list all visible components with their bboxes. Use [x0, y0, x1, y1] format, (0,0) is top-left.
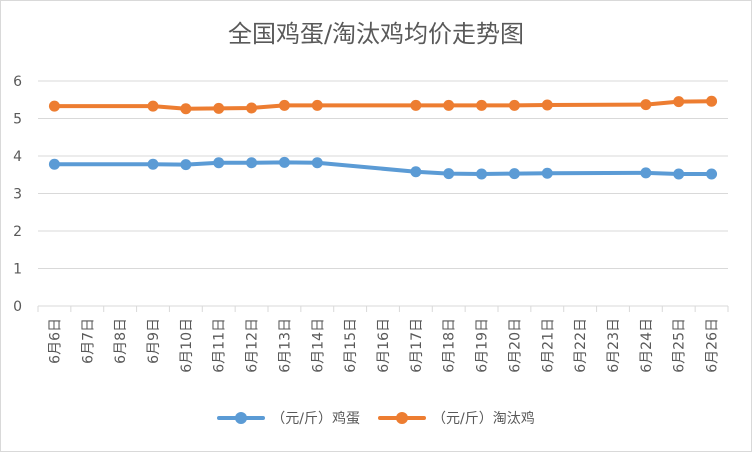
x-tick-label: 6月17日 — [409, 318, 425, 373]
chart-title: 全国鸡蛋/淘汰鸡均价走势图 — [227, 20, 525, 48]
y-tick-label: 4 — [13, 149, 22, 165]
x-tick-label: 6月15日 — [343, 318, 359, 373]
data-point[interactable] — [147, 100, 159, 112]
data-point[interactable] — [640, 167, 652, 179]
x-tick-label: 6月19日 — [475, 318, 491, 373]
x-tick-label: 6月26日 — [705, 318, 721, 373]
data-point[interactable] — [476, 99, 488, 111]
data-point[interactable] — [213, 102, 225, 114]
y-tick-label: 0 — [13, 299, 22, 315]
x-tick-label: 6月20日 — [507, 318, 523, 373]
legend-swatch-culled-hen — [378, 411, 426, 425]
data-point[interactable] — [311, 99, 323, 111]
data-point[interactable] — [147, 158, 159, 170]
legend-item-egg[interactable]: （元/斤）鸡蛋 — [217, 408, 360, 428]
data-point[interactable] — [410, 166, 422, 178]
data-point[interactable] — [706, 95, 718, 107]
data-point[interactable] — [48, 158, 60, 170]
legend-label-culled-hen: （元/斤）淘汰鸡 — [432, 411, 535, 427]
x-tick-label: 6月24日 — [639, 318, 655, 373]
data-point[interactable] — [180, 103, 192, 115]
y-tick-label: 6 — [13, 74, 22, 90]
y-tick-label: 3 — [13, 187, 22, 203]
data-point[interactable] — [246, 157, 258, 169]
y-tick-label: 5 — [13, 112, 22, 128]
data-point[interactable] — [278, 156, 290, 168]
y-tick-label: 1 — [13, 262, 22, 278]
legend-swatch-egg — [217, 411, 266, 425]
x-tick-label: 6月9日 — [146, 318, 162, 364]
x-tick-label: 6月12日 — [245, 318, 261, 373]
data-point[interactable] — [48, 100, 60, 112]
data-point[interactable] — [443, 99, 455, 111]
data-point[interactable] — [410, 99, 422, 111]
data-point[interactable] — [311, 157, 323, 169]
x-tick-label: 6月10日 — [179, 318, 195, 373]
legend-item-culled-hen[interactable]: （元/斤）淘汰鸡 — [378, 408, 535, 428]
data-point[interactable] — [508, 168, 520, 180]
data-point[interactable] — [508, 99, 520, 111]
data-point[interactable] — [706, 168, 718, 180]
data-point[interactable] — [180, 159, 192, 171]
data-point[interactable] — [640, 99, 652, 111]
data-point[interactable] — [541, 167, 553, 179]
x-tick-label: 6月21日 — [540, 318, 556, 373]
x-tick-label: 6月6日 — [47, 318, 63, 364]
data-point[interactable] — [541, 99, 553, 111]
data-point[interactable] — [476, 168, 488, 180]
legend-label-egg: （元/斤）鸡蛋 — [271, 411, 360, 427]
data-point[interactable] — [443, 168, 455, 180]
data-point[interactable] — [673, 168, 685, 180]
legend: （元/斤）鸡蛋 （元/斤）淘汰鸡 — [0, 408, 752, 428]
data-point[interactable] — [246, 102, 258, 114]
x-tick-label: 6月11日 — [212, 318, 228, 373]
data-point[interactable] — [278, 99, 290, 111]
x-tick-label: 6月7日 — [80, 318, 96, 364]
data-point[interactable] — [213, 157, 225, 169]
x-tick-label: 6月22日 — [573, 318, 589, 373]
x-tick-label: 6月16日 — [376, 318, 392, 373]
x-tick-label: 6月8日 — [113, 318, 129, 364]
x-tick-label: 6月13日 — [277, 318, 293, 373]
y-tick-label: 2 — [13, 224, 22, 240]
x-tick-label: 6月14日 — [310, 318, 326, 373]
data-point[interactable] — [673, 96, 685, 108]
x-tick-label: 6月23日 — [606, 318, 622, 373]
x-tick-label: 6月18日 — [442, 318, 458, 373]
x-tick-label: 6月25日 — [672, 318, 688, 373]
